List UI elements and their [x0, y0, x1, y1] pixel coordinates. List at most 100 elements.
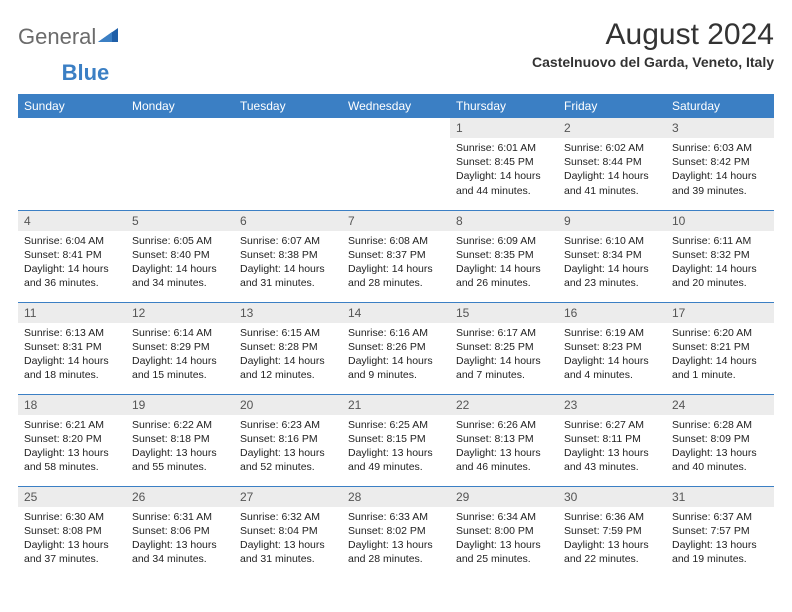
- sunrise-value: 6:23 AM: [281, 419, 320, 431]
- daylight-label: Daylight:: [564, 447, 605, 459]
- sunrise-value: 6:05 AM: [173, 235, 212, 247]
- calendar-day-cell: 26Sunrise: 6:31 AMSunset: 8:06 PMDayligh…: [126, 486, 234, 578]
- sunrise-label: Sunrise:: [24, 235, 63, 247]
- sunrise-label: Sunrise:: [564, 142, 603, 154]
- day-info: Sunrise: 6:16 AMSunset: 8:26 PMDaylight:…: [342, 323, 450, 387]
- day-number: 19: [126, 395, 234, 415]
- day-number: 29: [450, 487, 558, 507]
- day-info: Sunrise: 6:08 AMSunset: 8:37 PMDaylight:…: [342, 231, 450, 295]
- sunrise-label: Sunrise:: [240, 235, 279, 247]
- daylight-label: Daylight:: [672, 170, 713, 182]
- day-number: 12: [126, 303, 234, 323]
- sunrise-value: 6:36 AM: [605, 511, 644, 523]
- calendar-day-cell: 25Sunrise: 6:30 AMSunset: 8:08 PMDayligh…: [18, 486, 126, 578]
- calendar-day-cell: 15Sunrise: 6:17 AMSunset: 8:25 PMDayligh…: [450, 302, 558, 394]
- sunrise-label: Sunrise:: [672, 511, 711, 523]
- sunrise-label: Sunrise:: [456, 142, 495, 154]
- day-info: Sunrise: 6:17 AMSunset: 8:25 PMDaylight:…: [450, 323, 558, 387]
- sunset-label: Sunset:: [456, 156, 492, 168]
- sunset-value: 8:13 PM: [495, 433, 534, 445]
- day-number: 10: [666, 211, 774, 231]
- calendar-day-cell: 20Sunrise: 6:23 AMSunset: 8:16 PMDayligh…: [234, 394, 342, 486]
- title-block: August 2024 Castelnuovo del Garda, Venet…: [532, 18, 774, 70]
- calendar-day-cell: ..: [342, 118, 450, 210]
- sunset-label: Sunset:: [24, 249, 60, 261]
- day-number: 24: [666, 395, 774, 415]
- sunset-value: 8:41 PM: [63, 249, 102, 261]
- sunset-label: Sunset:: [564, 341, 600, 353]
- sunrise-value: 6:04 AM: [65, 235, 104, 247]
- daylight-label: Daylight:: [348, 355, 389, 367]
- calendar-day-cell: ..: [126, 118, 234, 210]
- sunset-label: Sunset:: [132, 525, 168, 537]
- sunset-label: Sunset:: [24, 525, 60, 537]
- day-info: Sunrise: 6:32 AMSunset: 8:04 PMDaylight:…: [234, 507, 342, 571]
- daylight-label: Daylight:: [456, 355, 497, 367]
- logo: General: [18, 18, 120, 50]
- calendar-day-cell: 4Sunrise: 6:04 AMSunset: 8:41 PMDaylight…: [18, 210, 126, 302]
- day-number: 11: [18, 303, 126, 323]
- calendar-day-cell: 1Sunrise: 6:01 AMSunset: 8:45 PMDaylight…: [450, 118, 558, 210]
- calendar-day-cell: 7Sunrise: 6:08 AMSunset: 8:37 PMDaylight…: [342, 210, 450, 302]
- sunset-value: 7:57 PM: [711, 525, 750, 537]
- sunset-label: Sunset:: [672, 341, 708, 353]
- calendar-day-cell: 9Sunrise: 6:10 AMSunset: 8:34 PMDaylight…: [558, 210, 666, 302]
- sunset-label: Sunset:: [672, 156, 708, 168]
- day-number: 30: [558, 487, 666, 507]
- calendar-table: Sunday Monday Tuesday Wednesday Thursday…: [18, 94, 774, 578]
- daylight-label: Daylight:: [24, 263, 65, 275]
- sunrise-label: Sunrise:: [24, 419, 63, 431]
- sunrise-value: 6:19 AM: [605, 327, 644, 339]
- sunrise-label: Sunrise:: [672, 235, 711, 247]
- day-number: 7: [342, 211, 450, 231]
- day-number: 26: [126, 487, 234, 507]
- day-info: Sunrise: 6:04 AM Sunset: 8:41 PM Daylight:…: [18, 231, 126, 295]
- day-info: Sunrise: 6:09 AMSunset: 8:35 PMDaylight:…: [450, 231, 558, 295]
- daylight-label: Daylight:: [564, 539, 605, 551]
- sunrise-value: 6:11 AM: [713, 235, 751, 247]
- sunset-label: Sunset:: [672, 433, 708, 445]
- day-number: 31: [666, 487, 774, 507]
- triangle-icon: [98, 26, 118, 49]
- calendar-day-cell: 31Sunrise: 6:37 AMSunset: 7:57 PMDayligh…: [666, 486, 774, 578]
- day-info: Sunrise: 6:03 AMSunset: 8:42 PMDaylight:…: [666, 138, 774, 202]
- logo-word2: Blue: [62, 60, 110, 86]
- day-info: Sunrise: 6:11 AMSunset: 8:32 PMDaylight:…: [666, 231, 774, 295]
- day-info: Sunrise: 6:25 AMSunset: 8:15 PMDaylight:…: [342, 415, 450, 479]
- calendar-day-cell: 11Sunrise: 6:13 AMSunset: 8:31 PMDayligh…: [18, 302, 126, 394]
- sunrise-label: Sunrise:: [132, 511, 171, 523]
- sunset-value: 8:31 PM: [63, 341, 102, 353]
- day-number: 23: [558, 395, 666, 415]
- sunset-label: Sunset:: [672, 525, 708, 537]
- daylight-label: Daylight:: [132, 355, 173, 367]
- daylight-label: Daylight:: [672, 539, 713, 551]
- sunrise-value: 6:25 AM: [389, 419, 428, 431]
- daylight-label: Daylight:: [456, 447, 497, 459]
- weekday-header: Saturday: [666, 94, 774, 118]
- daylight-label: Daylight:: [564, 170, 605, 182]
- day-number: 8: [450, 211, 558, 231]
- sunset-value: 8:20 PM: [63, 433, 102, 445]
- day-number: 27: [234, 487, 342, 507]
- sunset-label: Sunset:: [456, 525, 492, 537]
- day-info: Sunrise: 6:19 AMSunset: 8:23 PMDaylight:…: [558, 323, 666, 387]
- daylight-label: Daylight:: [456, 263, 497, 275]
- day-number: 9: [558, 211, 666, 231]
- calendar-day-cell: 12Sunrise: 6:14 AMSunset: 8:29 PMDayligh…: [126, 302, 234, 394]
- calendar-week-row: 11Sunrise: 6:13 AMSunset: 8:31 PMDayligh…: [18, 302, 774, 394]
- sunset-label: Sunset:: [564, 156, 600, 168]
- sunrise-value: 6:01 AM: [497, 142, 536, 154]
- sunrise-label: Sunrise:: [564, 511, 603, 523]
- weekday-header: Wednesday: [342, 94, 450, 118]
- day-number: 17: [666, 303, 774, 323]
- sunrise-label: Sunrise:: [564, 235, 603, 247]
- sunset-value: 8:42 PM: [711, 156, 750, 168]
- sunrise-label: Sunrise:: [564, 419, 603, 431]
- sunrise-label: Sunrise:: [456, 419, 495, 431]
- day-number: 28: [342, 487, 450, 507]
- daylight-label: Daylight:: [24, 447, 65, 459]
- sunrise-label: Sunrise:: [132, 327, 171, 339]
- weekday-header: Monday: [126, 94, 234, 118]
- sunset-value: 8:18 PM: [171, 433, 210, 445]
- sunrise-value: 6:30 AM: [65, 511, 104, 523]
